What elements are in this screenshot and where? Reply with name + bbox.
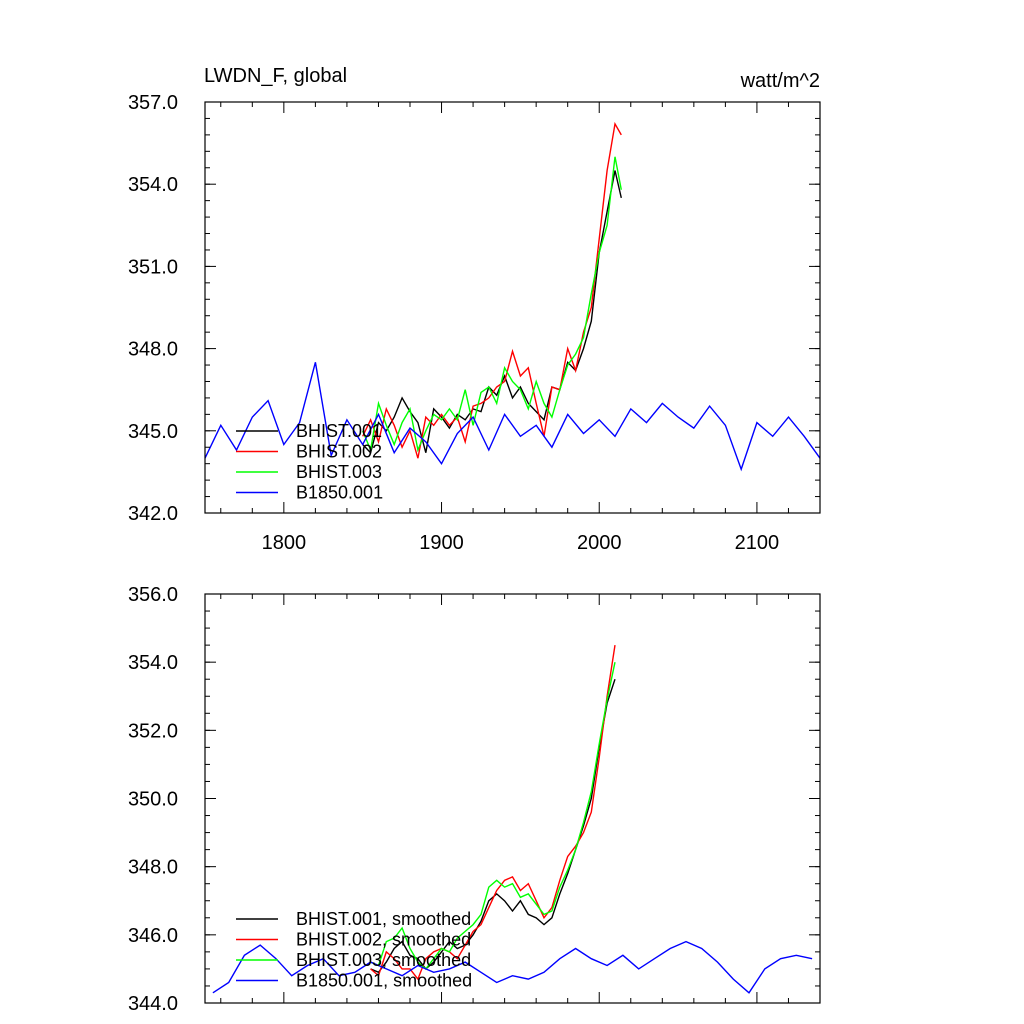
chart-title: LWDN_F, global: [204, 65, 347, 87]
legend-label: B1850.001, smoothed: [296, 971, 472, 991]
y-tick-label: 345.0: [128, 421, 178, 443]
y-tick-label: 350.0: [128, 789, 178, 811]
legend-label: BHIST.002: [296, 442, 382, 462]
plot-frame: [204, 593, 821, 1004]
legend-label: BHIST.001: [296, 421, 382, 441]
legend-label: BHIST.002, smoothed: [296, 930, 471, 950]
y-tick-label: 354.0: [128, 652, 178, 674]
y-tick-label: 357.0: [128, 92, 178, 114]
series-line: [362, 156, 622, 453]
legend-label: BHIST.001, smoothed: [296, 909, 471, 929]
top-panel: LWDN_F, global watt/m^2 342.0345.0348.03…: [128, 65, 821, 554]
series-layer: [212, 644, 813, 994]
plot-frame: [204, 101, 821, 514]
y-tick-label: 346.0: [128, 925, 178, 947]
tick-layer: 342.0 345.0 348.0 351.0 354.0 357.0 1800 1900 20…: [128, 92, 821, 554]
y-tick-label: 352.0: [128, 720, 178, 742]
legend-label: B1850.001: [296, 483, 383, 503]
bottom-panel: 344.0 346.0 348.0 350.0 352.0 354.0 356.0 BHIS…: [128, 584, 821, 1015]
units-label: watt/m^2: [740, 70, 820, 92]
series-line: [212, 940, 813, 994]
x-tick-label: 1900: [419, 532, 464, 554]
y-tick-label: 344.0: [128, 993, 178, 1015]
series-line: [204, 362, 821, 472]
series-line: [362, 170, 622, 455]
y-tick-label: 348.0: [128, 857, 178, 879]
series-line: [362, 121, 622, 459]
y-tick-label: 348.0: [128, 339, 178, 361]
series-line: [370, 644, 616, 981]
x-tick-label: 1800: [262, 532, 307, 554]
tick-layer: 344.0 346.0 348.0 350.0 352.0 354.0 356.0: [128, 584, 821, 1015]
legend-label: BHIST.003: [296, 462, 382, 482]
legend-label: BHIST.003, smoothed: [296, 950, 471, 970]
y-tick-label: 342.0: [128, 503, 178, 525]
y-tick-label: 351.0: [128, 256, 178, 278]
y-tick-label: 356.0: [128, 584, 178, 606]
y-tick-label: 354.0: [128, 174, 178, 196]
series-layer: [204, 121, 821, 472]
x-tick-label: 2000: [577, 532, 622, 554]
series-line: [370, 662, 616, 970]
x-tick-label: 2100: [735, 532, 780, 554]
